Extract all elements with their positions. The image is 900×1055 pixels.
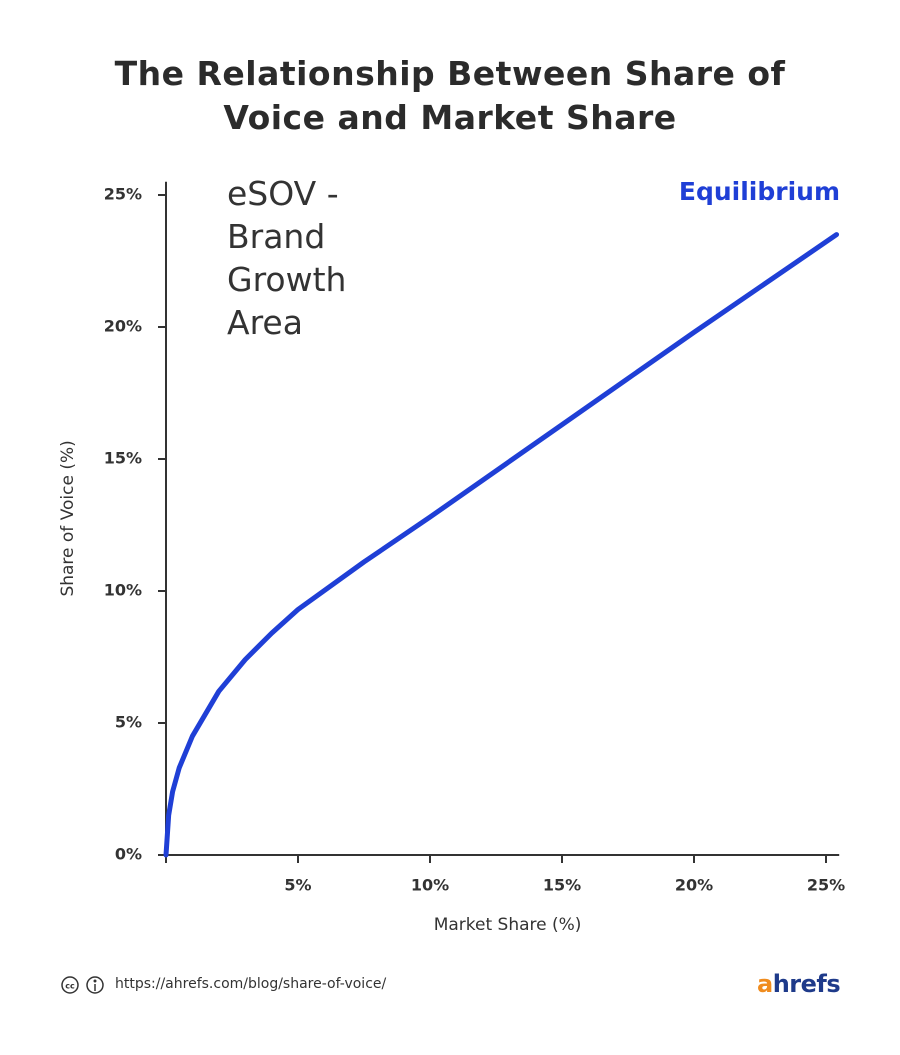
brand-logo: ahrefs: [757, 970, 841, 998]
y-tick-label: 20%: [104, 317, 142, 336]
x-tick-label: 10%: [411, 876, 449, 895]
y-tick-label: 25%: [104, 185, 142, 204]
x-tick-label: 5%: [284, 876, 311, 895]
source-url: https://ahrefs.com/blog/share-of-voice/: [115, 976, 387, 992]
annotation: eSOV - Brand Growth Area: [227, 174, 347, 342]
y-tick-label: 5%: [115, 713, 142, 732]
series-label: Equilibrium: [679, 177, 840, 206]
x-tick-label: 15%: [543, 876, 581, 895]
x-tick-label: 20%: [675, 876, 713, 895]
series-line: [163, 232, 840, 858]
license-icons: cc: [61, 976, 104, 994]
svg-text:cc: cc: [65, 982, 75, 991]
x-axis-label: Market Share (%): [434, 915, 582, 935]
x-tick-label: 25%: [807, 876, 845, 895]
y-axis-label: Share of Voice (%): [58, 440, 78, 596]
y-tick-label: 0%: [115, 845, 142, 864]
y-tick-label: 10%: [104, 581, 142, 600]
chart-title: The Relationship Between Share of Voice …: [114, 54, 786, 137]
y-tick-label: 15%: [104, 449, 142, 468]
